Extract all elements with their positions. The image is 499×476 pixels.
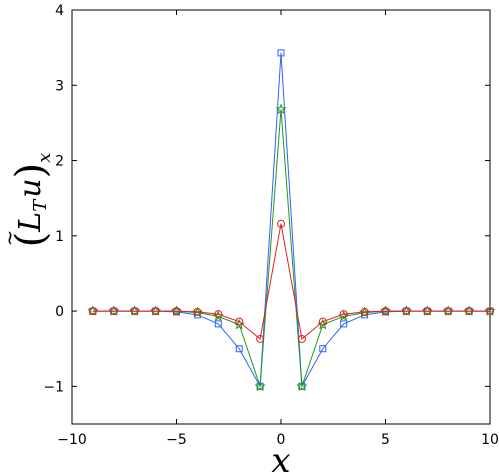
data-point <box>151 307 160 316</box>
plot-area-frame <box>71 9 491 425</box>
y-label-tilde: ~ <box>0 230 21 247</box>
series-line <box>92 52 490 389</box>
y-label-T: T <box>30 198 51 212</box>
y-label-x: x <box>34 153 55 163</box>
data-point <box>172 307 181 316</box>
data-point <box>465 307 474 316</box>
series-layer <box>87 49 496 392</box>
y-tick-label: 0 <box>55 304 64 320</box>
y-label-lparen: ( <box>8 232 54 248</box>
data-point <box>130 307 139 316</box>
y-tick-label: −1 <box>43 379 64 395</box>
data-point <box>235 317 244 326</box>
data-point <box>235 345 243 353</box>
data-point <box>277 219 285 228</box>
y-axis-label: (LTu)x ~ <box>0 153 55 248</box>
y-tick-label: 2 <box>55 154 64 170</box>
series-star <box>87 103 496 392</box>
y-label-L: L <box>13 212 48 233</box>
x-tick-label: −10 <box>57 432 87 448</box>
data-point <box>275 103 287 115</box>
data-point <box>254 380 266 392</box>
x-tick-label: 5 <box>381 432 390 448</box>
data-point <box>109 307 118 316</box>
svg-text:(LTu)x: (LTu)x <box>8 153 55 248</box>
x-tick-label: 10 <box>481 432 499 448</box>
y-tick-label: 4 <box>55 3 64 19</box>
data-point <box>340 320 348 328</box>
data-point <box>486 307 494 316</box>
data-point <box>339 310 348 319</box>
data-point <box>214 310 223 319</box>
y-tick-label: 1 <box>55 229 64 245</box>
data-point <box>193 307 202 316</box>
data-point <box>296 380 308 392</box>
data-point <box>256 334 265 343</box>
series-line <box>92 223 490 340</box>
x-axis-label: x <box>271 441 290 476</box>
data-point <box>423 307 432 316</box>
series-circle <box>88 219 494 343</box>
data-point <box>319 345 327 353</box>
x-tick-label: 0 <box>277 432 286 448</box>
data-point <box>360 307 369 316</box>
data-point <box>277 49 285 57</box>
series-square <box>89 49 494 390</box>
data-point <box>318 317 327 326</box>
tick-marks <box>71 9 491 424</box>
data-point <box>88 307 97 316</box>
y-label-u: u <box>13 178 48 197</box>
x-tick-label: −5 <box>166 432 187 448</box>
y-tick-label: 3 <box>55 78 64 94</box>
series-line <box>92 109 490 387</box>
data-point <box>297 334 306 343</box>
data-point <box>381 307 390 316</box>
data-point <box>402 307 411 316</box>
data-point <box>444 307 453 316</box>
y-label-rparen: ) <box>8 163 54 179</box>
data-point <box>214 320 222 328</box>
